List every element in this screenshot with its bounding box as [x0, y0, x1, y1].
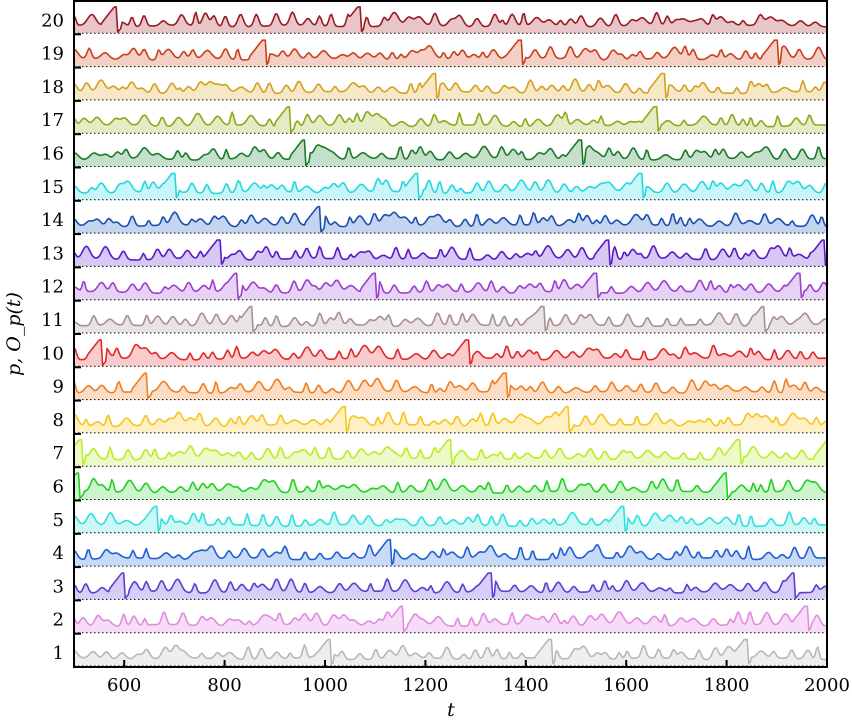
series-fill	[74, 306, 827, 333]
series-line	[73, 339, 828, 366]
y-tick-label: 10	[41, 343, 64, 364]
series-line	[73, 205, 828, 233]
series-15	[73, 172, 828, 201]
series-line	[73, 239, 828, 266]
y-axis-label: p, O_p(t)	[3, 292, 25, 376]
series-line	[73, 572, 828, 599]
x-tick-label: 1400	[503, 675, 549, 696]
y-tick-label: 20	[41, 10, 64, 31]
series-17	[73, 106, 828, 134]
y-tick-label: 11	[41, 310, 64, 331]
series-fill	[74, 373, 827, 400]
y-tick-label: 17	[41, 110, 64, 131]
series-line	[73, 505, 828, 532]
series-fill	[74, 506, 827, 533]
series-18	[73, 72, 828, 101]
series-line	[73, 439, 828, 466]
series-16	[73, 139, 827, 167]
series-fill	[74, 106, 827, 134]
y-tick-label: 18	[41, 77, 64, 98]
y-tick-label: 8	[53, 410, 64, 431]
y-tick-label: 5	[53, 510, 64, 531]
plot-frame	[73, 0, 828, 668]
series-line	[73, 638, 827, 665]
x-tick-label: 1800	[704, 675, 750, 696]
series-6	[73, 472, 828, 500]
series-8	[73, 405, 827, 434]
series-fill	[74, 606, 827, 633]
y-tick-label: 3	[53, 576, 64, 597]
y-tick-label: 2	[53, 610, 64, 631]
x-tick-label: 1000	[302, 675, 348, 696]
x-axis-label: t	[447, 699, 455, 721]
series-line	[73, 106, 828, 133]
series-11	[73, 305, 828, 334]
series-line	[73, 39, 828, 66]
y-tick-label: 16	[41, 144, 64, 165]
series-line	[73, 6, 827, 33]
x-tick-label: 800	[207, 675, 241, 696]
series-fill	[74, 473, 827, 500]
y-tick-label: 7	[53, 443, 64, 464]
series-fill	[74, 240, 827, 267]
series-2	[73, 605, 828, 634]
series-13	[73, 239, 828, 267]
series-line	[73, 272, 828, 300]
series-fill	[74, 639, 827, 666]
y-tick-label: 1	[53, 643, 64, 664]
series-line	[73, 172, 828, 200]
x-tick-label: 1600	[603, 675, 649, 696]
y-tick-label: 12	[41, 277, 64, 298]
series-9	[73, 372, 827, 401]
series-line	[73, 305, 828, 333]
series-fill	[74, 273, 827, 300]
series-3	[73, 572, 828, 600]
series-20	[73, 6, 827, 34]
y-tick-label: 15	[41, 177, 64, 198]
x-tick-label: 1200	[402, 675, 448, 696]
x-tick-label: 2000	[804, 675, 850, 696]
series-1	[73, 638, 827, 667]
series-12	[73, 272, 828, 301]
series-fill	[74, 73, 827, 100]
series-line	[73, 605, 828, 633]
y-tick-label: 4	[53, 543, 64, 564]
series-5	[73, 505, 828, 534]
series-fill	[74, 339, 827, 367]
series-line	[73, 405, 827, 433]
y-tick-label: 13	[41, 243, 64, 264]
series-7	[73, 439, 828, 467]
y-tick-label: 9	[53, 377, 64, 398]
series-19	[73, 39, 828, 68]
series-10	[73, 339, 828, 367]
series-fill	[74, 40, 827, 67]
y-tick-label: 14	[41, 210, 64, 231]
series-4	[73, 538, 827, 567]
series-line	[73, 472, 828, 500]
series-fill	[74, 406, 827, 433]
x-tick-label: 600	[107, 675, 141, 696]
y-tick-label: 19	[41, 44, 64, 65]
series-line	[73, 139, 827, 167]
series-line	[73, 72, 828, 99]
y-tick-label: 6	[53, 477, 64, 498]
series-14	[73, 205, 828, 234]
series-layer	[73, 6, 828, 667]
series-line	[73, 538, 827, 566]
series-fill	[74, 439, 827, 467]
series-line	[73, 372, 827, 400]
